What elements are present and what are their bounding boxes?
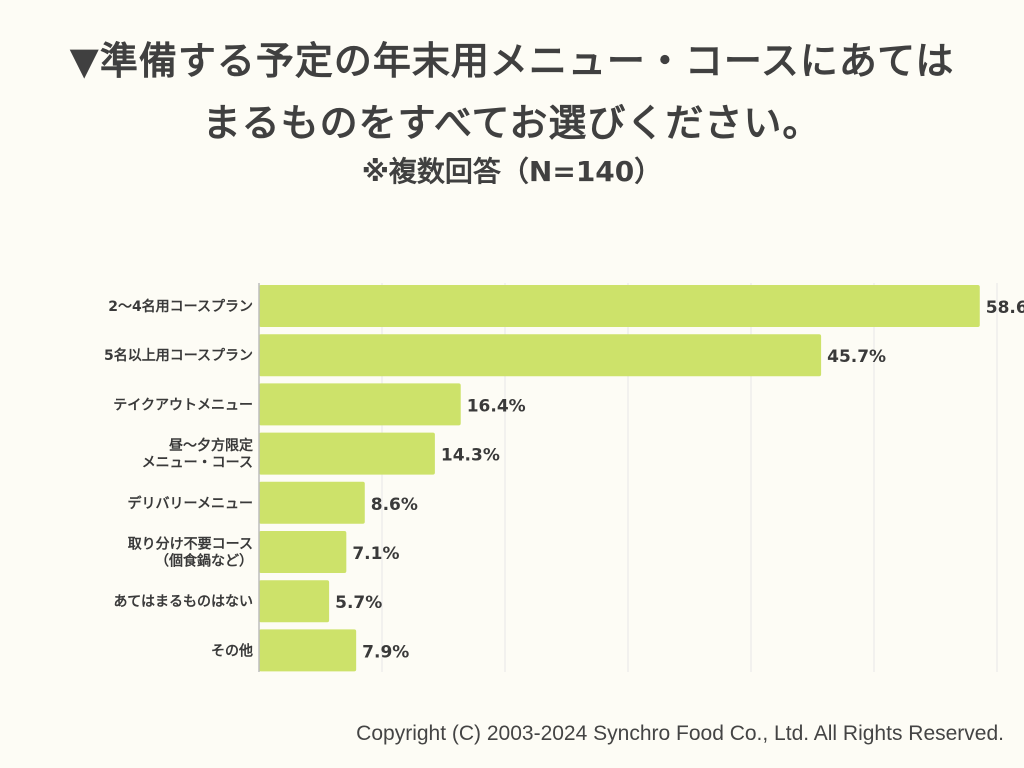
data-label: 45.7% [827, 347, 886, 367]
category-label: 昼〜夕方限定 [169, 437, 253, 454]
category-label: 5名以上用コースプラン [104, 347, 253, 364]
category-label: メニュー・コース [142, 455, 253, 471]
bar [259, 531, 347, 573]
bar [259, 285, 980, 327]
data-label: 8.6% [371, 495, 418, 515]
data-label: 58.6% [986, 298, 1024, 318]
category-label: あてはまるものはない [114, 594, 253, 610]
category-label: 取り分け不要コース [128, 537, 253, 553]
bar [259, 383, 461, 426]
category-label: 2〜4名用コースプラン [108, 298, 253, 315]
bar [259, 580, 330, 623]
bar [259, 629, 357, 672]
category-label: その他 [211, 642, 253, 659]
data-label: 5.7% [335, 593, 382, 613]
copyright-notice: Copyright (C) 2003-2024 Synchro Food Co.… [356, 722, 1004, 745]
chart-title-line-1: ▼準備する予定の年末用メニュー・コースにあては [69, 39, 955, 83]
data-label: 7.9% [362, 642, 409, 662]
category-label: テイクアウトメニュー [113, 397, 253, 413]
data-label: 7.1% [352, 544, 399, 564]
bar [259, 432, 435, 475]
category-label: （個食鍋など） [155, 553, 253, 570]
data-label: 16.4% [467, 396, 526, 416]
bar [259, 334, 822, 377]
data-label: 14.3% [441, 446, 500, 466]
chart-title-line-2: まるものをすべてお選びください。 [202, 101, 822, 145]
category-label: デリバリーメニュー [128, 495, 253, 512]
bar [259, 481, 365, 524]
chart-subtitle: ※複数回答（N=140） [361, 155, 663, 188]
